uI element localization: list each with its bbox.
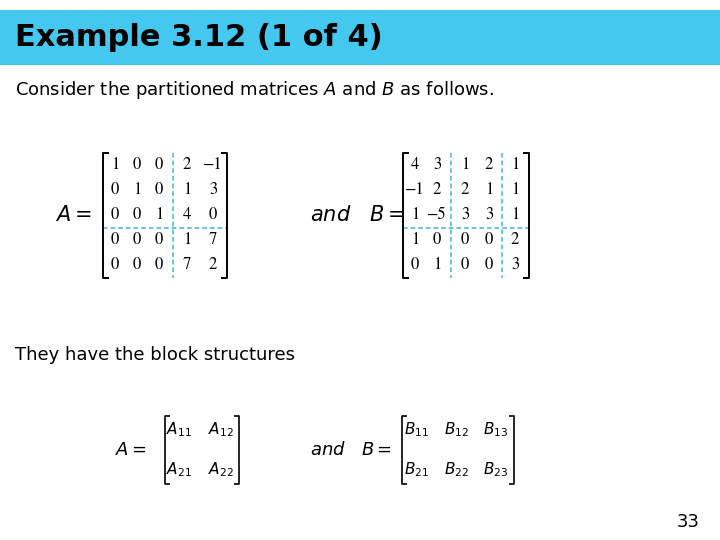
Text: 1: 1 [411,232,419,248]
Text: 1: 1 [111,157,120,173]
Text: Example 3.12 (1 of 4): Example 3.12 (1 of 4) [15,23,383,51]
Text: −1: −1 [203,157,223,173]
Text: 0: 0 [133,232,141,248]
Text: 4: 4 [183,207,192,223]
Text: Consider the partitioned matrices $\mathit{A}$ and $\mathit{B}$ as follows.: Consider the partitioned matrices $\math… [15,79,494,101]
Text: 0: 0 [411,257,419,273]
Text: and   $B =$: and $B =$ [310,205,405,225]
Text: 0: 0 [155,182,163,198]
Text: 3: 3 [511,257,519,273]
Text: 1: 1 [461,157,469,173]
Text: $A_{11}$: $A_{11}$ [166,421,192,440]
Text: 2: 2 [510,232,519,248]
Text: $A =$: $A =$ [115,441,147,459]
Text: 1: 1 [183,232,192,248]
Text: 0: 0 [111,207,119,223]
Text: 0: 0 [461,232,469,248]
Text: 2: 2 [433,182,441,198]
Text: 0: 0 [111,257,119,273]
Text: −5: −5 [427,207,447,223]
Text: 2: 2 [461,182,469,198]
Text: 0: 0 [133,157,141,173]
Text: 1: 1 [411,207,419,223]
Text: 0: 0 [485,257,493,273]
Text: 7: 7 [209,232,217,248]
Text: 1: 1 [510,207,519,223]
Text: 0: 0 [111,182,119,198]
Text: $B_{22}$: $B_{22}$ [444,461,469,480]
Text: 0: 0 [133,207,141,223]
FancyBboxPatch shape [0,10,720,65]
Text: 0: 0 [155,232,163,248]
Text: $B_{11}$: $B_{11}$ [403,421,428,440]
Text: $B_{21}$: $B_{21}$ [403,461,428,480]
Text: 3: 3 [485,207,493,223]
Text: $B_{12}$: $B_{12}$ [444,421,469,440]
Text: 7: 7 [183,257,192,273]
Text: 0: 0 [461,257,469,273]
Text: 0: 0 [155,257,163,273]
Text: −1: −1 [405,182,425,198]
Text: 1: 1 [510,182,519,198]
Text: 0: 0 [155,157,163,173]
Text: $A_{12}$: $A_{12}$ [208,421,234,440]
Text: 3: 3 [461,207,469,223]
Text: 1: 1 [433,257,441,273]
Text: 2: 2 [183,157,192,173]
Text: $A_{22}$: $A_{22}$ [208,461,234,480]
Text: 2: 2 [485,157,493,173]
Text: 3: 3 [433,157,441,173]
Text: 0: 0 [133,257,141,273]
Text: 2: 2 [209,257,217,273]
Text: 0: 0 [209,207,217,223]
Text: $A_{21}$: $A_{21}$ [166,461,192,480]
Text: $B_{13}$: $B_{13}$ [483,421,508,440]
Text: 0: 0 [111,232,119,248]
Text: 0: 0 [433,232,441,248]
Text: 3: 3 [209,182,217,198]
Text: 1: 1 [183,182,192,198]
Text: 0: 0 [485,232,493,248]
Text: and   $B =$: and $B =$ [310,441,392,459]
Text: 33: 33 [677,513,700,531]
Text: They have the block structures: They have the block structures [15,346,295,364]
Text: 4: 4 [411,157,419,173]
Text: 1: 1 [132,182,141,198]
Text: 1: 1 [155,207,163,223]
Text: 1: 1 [485,182,493,198]
Text: $A =$: $A =$ [55,205,92,225]
Text: 1: 1 [510,157,519,173]
Text: $B_{23}$: $B_{23}$ [483,461,508,480]
